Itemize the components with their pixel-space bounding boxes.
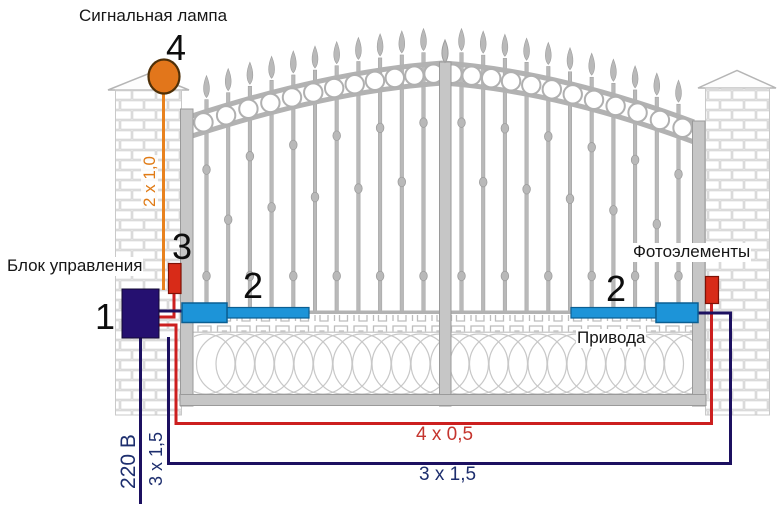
marker-4: 4 — [166, 27, 187, 68]
cable-3x15-label: 3 x 1,5 — [419, 463, 477, 485]
drive-right-arm — [570, 306, 657, 319]
drive-left-arm — [226, 306, 310, 319]
gate-knobs — [202, 117, 683, 282]
left-pillar — [107, 72, 190, 416]
marker-1: 1 — [95, 296, 116, 337]
gate-center-post — [439, 61, 452, 407]
marker-2-left: 2 — [243, 265, 264, 306]
drive-right-body — [655, 302, 699, 324]
drive-run-wire — [167, 311, 732, 465]
mains-220v-label: 220 В — [116, 433, 140, 490]
photocell-left-wire — [159, 293, 176, 319]
right-pillar-cap — [697, 69, 777, 89]
photocell-left — [167, 262, 182, 295]
drives-label: Привода — [576, 328, 647, 348]
marker-2-right: 2 — [606, 268, 627, 309]
cable-4x05-label: 4 x 0,5 — [416, 424, 474, 445]
marker-3: 3 — [172, 226, 193, 267]
photocells-label: Фотоэлементы — [632, 242, 752, 262]
drive-left-body — [181, 302, 228, 324]
gate-bottom-rail — [179, 394, 707, 406]
photocell-run-wire — [158, 303, 713, 425]
control-unit-label: Блок управления — [6, 256, 144, 276]
signal-lamp-icon — [147, 58, 181, 95]
signal-lamp-label: Сигнальная лампа — [78, 6, 229, 26]
photocell-right — [704, 275, 720, 305]
wiring — [139, 93, 732, 504]
mains-cable-label: 3 x 1,5 — [146, 430, 167, 488]
center-post-spear-icon — [441, 38, 449, 64]
control-unit-box — [121, 288, 160, 339]
cable-2x10-label: 2 x 1,0 — [140, 154, 160, 209]
gate-right-post — [692, 120, 706, 407]
left-pillar-body — [115, 89, 182, 416]
